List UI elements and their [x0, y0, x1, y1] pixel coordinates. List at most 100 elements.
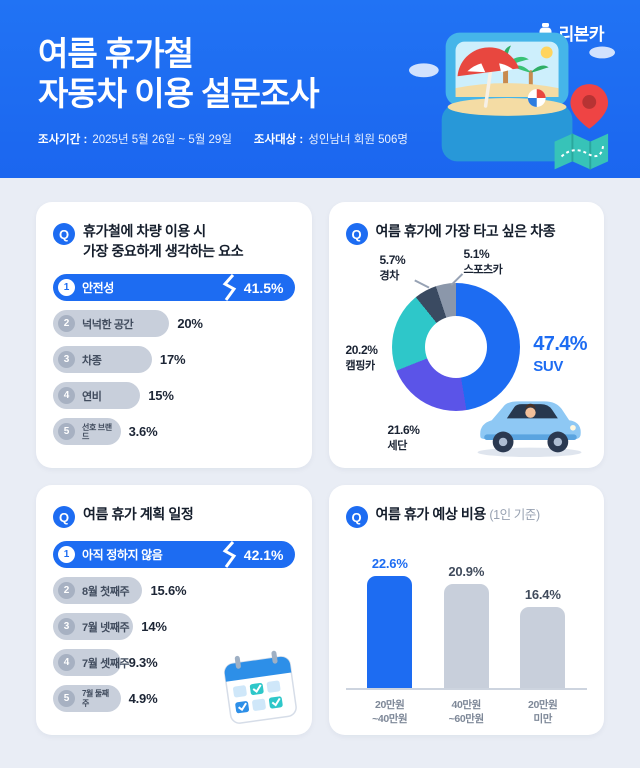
rank-row-5: 5 7월 둘째주 4.9% [53, 685, 295, 712]
card-expected-cost: Q 여름 휴가 예상 비용 (1인 기준) 22.6% 20.9% 16.4% [328, 485, 604, 735]
kei-connector-line [414, 279, 429, 289]
cost-bar-2: 20.9% [443, 564, 489, 688]
rank-value: 14% [141, 619, 167, 634]
rank-value: 20% [177, 316, 203, 332]
page-title-line1: 여름 휴가철 [38, 35, 194, 72]
rank-label: 안전성 [82, 281, 114, 296]
rank-bar: 1 안전성 41.5% [53, 274, 295, 302]
slice-label-sedan: 21.6% 세단 [387, 423, 420, 452]
bar-break-icon [222, 274, 236, 302]
rank-bar: 4 연비 [53, 382, 141, 410]
calendar-illustration [223, 650, 297, 724]
card-importance-title: 휴가철에 차량 이용 시 가장 중요하게 생각하는 요소 [83, 223, 244, 259]
vehicle-donut-chart: 5.1% 스포츠카 5.7% 경차 20.2% 캠핑카 21.6% 세단 47.… [345, 247, 588, 458]
survey-period-label: 조사기간 : [38, 133, 88, 146]
rank-value: 17% [159, 352, 186, 368]
survey-period-value: 2025년 5월 26일 ~ 5월 29일 [92, 133, 232, 146]
car-illustration [477, 401, 582, 458]
rank-label: 아직 정하지 않음 [82, 548, 163, 562]
rank-value: 4.9% [128, 691, 158, 706]
importance-rank-list: 1 안전성 41.5% 2 넉넉한 공간 20% 3 차종 [53, 274, 295, 446]
rank-number: 1 [58, 279, 75, 297]
rank-bar: 5 7월 둘째주 [53, 685, 121, 712]
rank-label: 차종 [82, 354, 102, 367]
bar [520, 607, 566, 688]
cost-label-2: 40만원 ~60만원 [448, 699, 485, 726]
card-vacation-schedule: Q 여름 휴가 계획 일정 1 아직 정하지 않음 42.1% 2 8월 첫째주 [36, 485, 312, 735]
rank-value: 3.6% [128, 424, 158, 440]
rank-row-4: 4 연비 15% [53, 382, 295, 410]
cost-label-3: 20만원 미만 [528, 699, 558, 726]
rank-bar: 5 선호 브랜드 [53, 418, 121, 446]
rank-value: 42.1% [243, 546, 284, 563]
slice-label-camping: 20.2% 캠핑카 [345, 343, 378, 372]
slice-label-sports: 5.1% 스포츠카 [463, 247, 503, 276]
survey-target: 조사대상 : 성인남녀 회원 506명 [254, 131, 408, 147]
bar [367, 576, 413, 688]
bar-break-icon [222, 541, 236, 568]
survey-target-label: 조사대상 : [253, 133, 304, 146]
card-importance-factors: Q 휴가철에 차량 이용 시 가장 중요하게 생각하는 요소 1 안전성 41.… [36, 202, 312, 468]
cost-bar-3: 16.4% [520, 587, 566, 688]
header: 여름 휴가철 자동차 이용 설문조사 조사기간 : 2025년 5월 26일 ~… [0, 0, 640, 178]
survey-meta: 조사기간 : 2025년 5월 26일 ~ 5월 29일 조사대상 : 성인남녀… [38, 131, 640, 147]
rank-row-2: 2 8월 첫째주 15.6% [53, 577, 295, 604]
rank-row-1: 1 아직 정하지 않음 42.1% [53, 541, 295, 568]
cost-value: 16.4% [524, 587, 561, 602]
rank-bar: 3 차종 [53, 346, 152, 374]
slice-label-kei: 5.7% 경차 [379, 253, 406, 282]
rank-number: 4 [58, 654, 75, 671]
donut-hole [424, 316, 487, 378]
card-schedule-header: Q 여름 휴가 계획 일정 [53, 505, 295, 528]
card-vehicle-title: 여름 휴가에 가장 타고 싶은 차종 [375, 223, 556, 239]
cost-axis-labels: 20만원 ~40만원 40만원 ~60만원 20만원 미만 [346, 698, 588, 726]
cost-label-1: 20만원 ~40만원 [372, 699, 408, 726]
rank-number: 1 [58, 546, 75, 563]
vehicle-donut-hole-layer [392, 283, 520, 411]
card-vehicle-type: Q 여름 휴가에 가장 타고 싶은 차종 5.1% 스포츠카 5.7% 경차 2… [328, 202, 604, 468]
map-illustration [554, 133, 609, 170]
rank-value: 9.3% [128, 655, 158, 670]
card-cost-header: Q 여름 휴가 예상 비용 (1인 기준) [345, 505, 588, 528]
page-title: 여름 휴가철 자동차 이용 설문조사 [38, 34, 640, 115]
rank-row-5: 5 선호 브랜드 3.6% [53, 418, 295, 446]
rank-number: 5 [58, 423, 75, 441]
rank-value: 41.5% [243, 279, 284, 296]
rank-bar: 2 8월 첫째주 [53, 577, 143, 604]
survey-target-value: 성인남녀 회원 506명 [308, 133, 408, 146]
cost-value: 20.9% [448, 564, 485, 579]
rank-value: 15.6% [150, 583, 187, 598]
rank-label: 7월 둘째주 [82, 689, 109, 708]
question-icon: Q [53, 223, 75, 245]
rank-label: 넉넉한 공간 [82, 318, 134, 331]
brand-logo-text: 리본카 [558, 25, 605, 44]
rank-row-2: 2 넉넉한 공간 20% [53, 310, 295, 338]
rank-label: 8월 첫째주 [82, 585, 130, 598]
slice-label-suv: 47.4% SUV [533, 333, 587, 375]
rank-row-3: 3 차종 17% [53, 346, 295, 374]
content: Q 휴가철에 차량 이용 시 가장 중요하게 생각하는 요소 1 안전성 41.… [0, 178, 640, 735]
survey-period: 조사기간 : 2025년 5월 26일 ~ 5월 29일 [38, 131, 232, 147]
rank-label: 7월 셋째주 [82, 657, 130, 670]
rank-label: 연비 [82, 390, 102, 403]
rank-number: 5 [58, 690, 75, 707]
card-vehicle-header: Q 여름 휴가에 가장 타고 싶은 차종 [345, 222, 588, 245]
vacation-suitcase-illustration [408, 32, 616, 170]
rank-bar: 3 7월 넷째주 [53, 613, 134, 640]
rank-label: 선호 브랜드 [82, 422, 112, 441]
rank-bar: 4 7월 셋째주 [53, 649, 130, 676]
rank-bar: 2 넉넉한 공간 [53, 310, 170, 338]
rank-value: 15% [148, 388, 174, 404]
rank-number: 4 [58, 387, 75, 405]
rank-row-3: 3 7월 넷째주 14% [53, 613, 295, 640]
cost-bar-1: 22.6% [367, 556, 413, 688]
rank-bar: 1 아직 정하지 않음 42.1% [53, 541, 295, 568]
question-icon: Q [345, 506, 368, 528]
cost-value: 22.6% [371, 556, 408, 571]
rank-number: 3 [58, 351, 75, 369]
rank-row-1: 1 안전성 41.5% [53, 274, 295, 302]
rank-number: 2 [58, 582, 75, 599]
page-title-line2: 자동차 이용 설문조사 [38, 75, 320, 113]
card-cost-title: 여름 휴가 예상 비용 (1인 기준) [375, 506, 541, 522]
card-importance-header: Q 휴가철에 차량 이용 시 가장 중요하게 생각하는 요소 [53, 222, 295, 261]
